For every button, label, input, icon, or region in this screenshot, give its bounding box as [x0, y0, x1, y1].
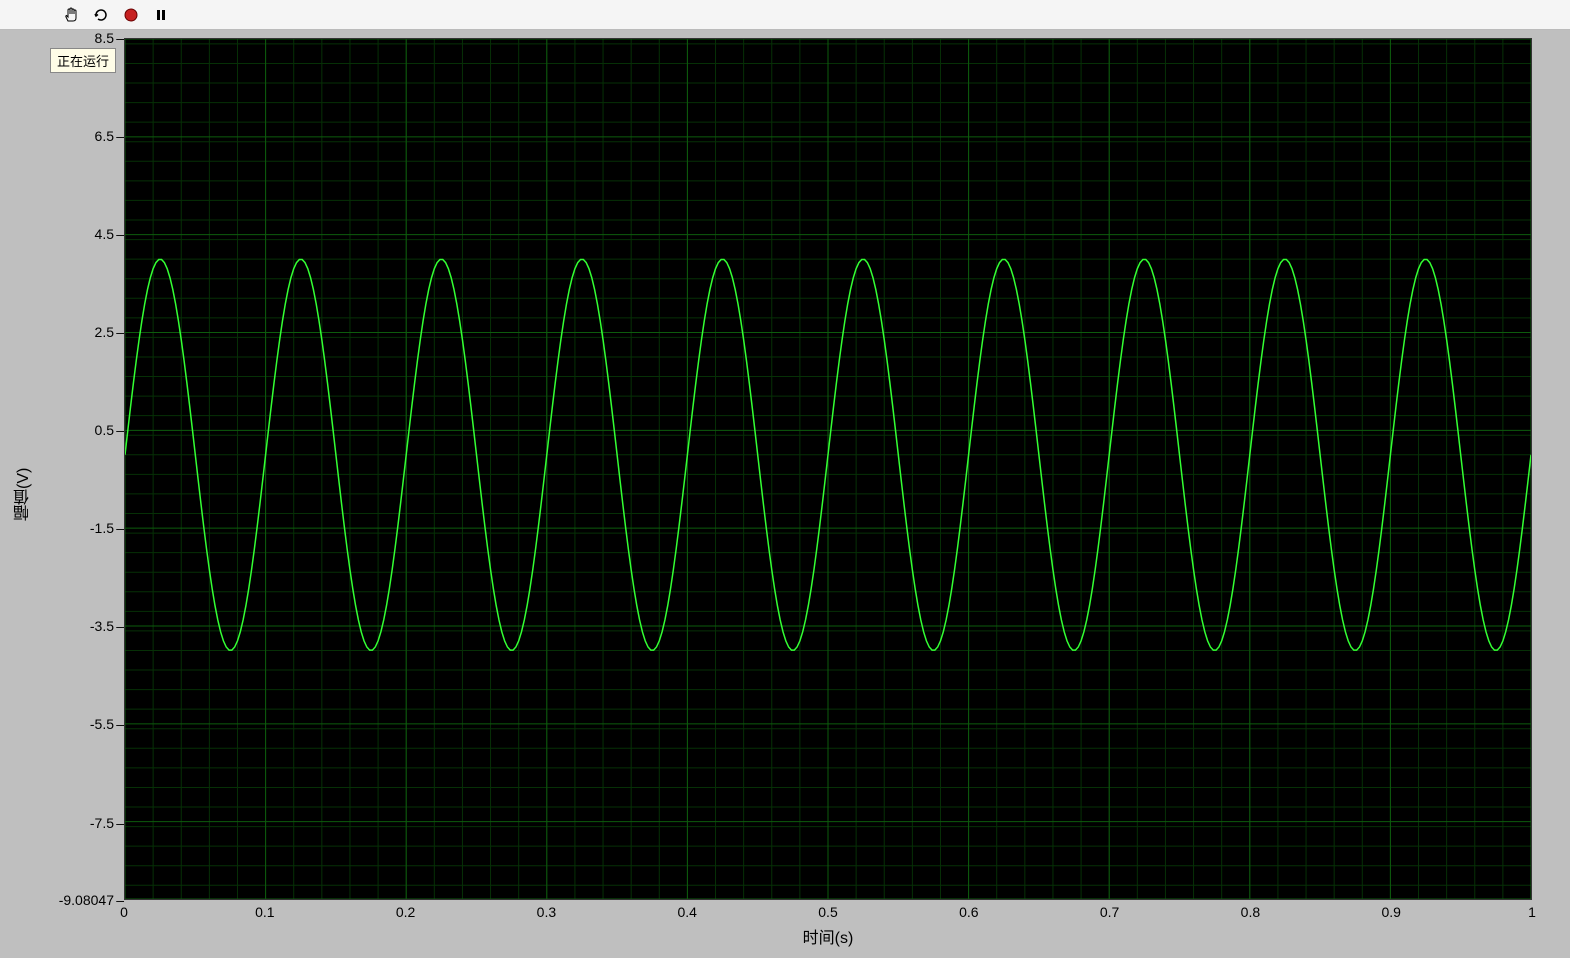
pause-icon	[153, 7, 169, 23]
plot-row: 8.56.54.52.50.5-1.5-3.5-5.5-7.5-9.08047	[44, 38, 1562, 900]
y-tick: 8.5	[95, 30, 114, 46]
plot-wrap: 8.56.54.52.50.5-1.5-3.5-5.5-7.5-9.08047 …	[44, 38, 1562, 950]
x-tick: 0.7	[1100, 904, 1119, 920]
right-padding	[1532, 38, 1562, 900]
y-tick: -5.5	[90, 716, 114, 732]
waveform-trace	[125, 39, 1531, 899]
x-tick: 0.4	[677, 904, 696, 920]
y-tick: -3.5	[90, 618, 114, 634]
y-tick: 0.5	[95, 422, 114, 438]
main-window: 正在运行 幅值(V) 8.5 6.5 4.5 2.5 0.5 -1.5 -3.5 -5.5 -7…	[0, 0, 1570, 958]
y-axis-label: 幅值(V)	[8, 38, 40, 950]
x-tick: 0	[120, 904, 128, 920]
stop-button[interactable]	[120, 4, 142, 26]
y-axis-ticks: 8.56.54.52.50.5-1.5-3.5-5.5-7.5-9.08047	[44, 38, 124, 900]
waveform-plot[interactable]	[124, 38, 1532, 900]
hand-tool-button[interactable]	[60, 4, 82, 26]
x-tick: 1	[1528, 904, 1536, 920]
chart-area: 幅值(V) 8.56.54.52.50.5-1.5-3.5-5.5-7.5-9.…	[8, 38, 1562, 950]
x-axis-label: 时间(s)	[124, 924, 1532, 950]
refresh-icon	[93, 7, 109, 23]
x-tick: 0.6	[959, 904, 978, 920]
x-tick: 0.2	[396, 904, 415, 920]
x-tick: 0.1	[255, 904, 274, 920]
refresh-button[interactable]	[90, 4, 112, 26]
pause-button[interactable]	[150, 4, 172, 26]
hand-icon	[63, 7, 79, 23]
x-tick: 0.5	[818, 904, 837, 920]
content-panel: 正在运行 幅值(V) 8.5 6.5 4.5 2.5 0.5 -1.5 -3.5 -5.5 -7…	[0, 30, 1570, 958]
x-axis-ticks: 00.10.20.30.40.50.60.70.80.91	[124, 900, 1532, 924]
x-tick: 0.3	[537, 904, 556, 920]
stop-icon	[123, 7, 139, 23]
x-tick: 0.9	[1381, 904, 1400, 920]
toolbar	[0, 0, 1570, 30]
y-tick: -9.08047	[59, 892, 114, 908]
y-tick: -1.5	[90, 520, 114, 536]
x-tick: 0.8	[1241, 904, 1260, 920]
y-tick: 2.5	[95, 324, 114, 340]
y-tick: 6.5	[95, 128, 114, 144]
y-tick: 4.5	[95, 226, 114, 242]
y-tick: -7.5	[90, 815, 114, 831]
status-badge: 正在运行	[50, 48, 116, 73]
